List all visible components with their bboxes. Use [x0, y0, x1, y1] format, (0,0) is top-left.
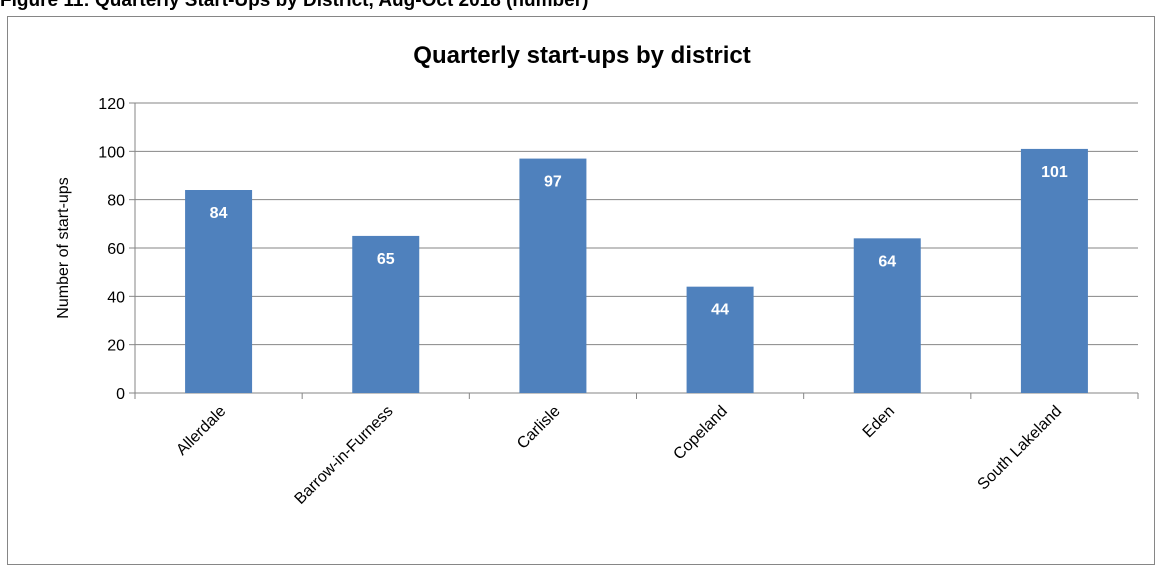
y-tick-label: 20: [107, 338, 125, 355]
x-tick-label: Eden: [860, 403, 898, 441]
y-tick-label: 60: [107, 241, 125, 258]
y-tick-label: 120: [98, 96, 125, 113]
bar: [185, 190, 253, 393]
y-tick-label: 80: [107, 193, 125, 210]
x-tick-label: Copeland: [670, 403, 730, 463]
y-tick-label: 40: [107, 289, 125, 306]
bar-value-label: 44: [711, 302, 729, 319]
bar-value-label: 64: [878, 253, 896, 270]
y-tick-labels: 0 20 40 60 80 100 120: [98, 96, 125, 403]
x-tick-label: South Lakeland: [975, 403, 1066, 494]
bars: [185, 148, 1088, 393]
bar: [519, 158, 587, 393]
bar-value-label: 101: [1041, 164, 1068, 181]
y-tick-label: 0: [116, 386, 125, 403]
x-tick-label: Carlisle: [514, 403, 564, 453]
x-tick-label: Barrow-in-Furness: [292, 403, 397, 508]
figure-caption: Figure 11: Quarterly Start-Ups by Distri…: [0, 0, 589, 11]
bar: [352, 235, 420, 393]
bar-value-label: 65: [377, 251, 395, 268]
y-tick-label: 100: [98, 144, 125, 161]
bar-value-label: 84: [210, 205, 228, 222]
chart-title: Quarterly start-ups by district: [413, 42, 750, 69]
x-tick-label: Allerdale: [173, 403, 229, 459]
x-tick-labels: Allerdale Barrow-in-Furness Carlisle Copela…: [173, 403, 1065, 508]
bar: [1020, 148, 1088, 393]
y-axis-title: Number of start-ups: [55, 177, 72, 318]
bar: [853, 238, 921, 393]
bar: [686, 286, 754, 393]
data-labels: 84 65 97 44 64 101: [210, 164, 1068, 319]
axes: [129, 102, 1139, 399]
gridlines: [135, 102, 1138, 346]
bar-value-label: 97: [544, 174, 562, 191]
